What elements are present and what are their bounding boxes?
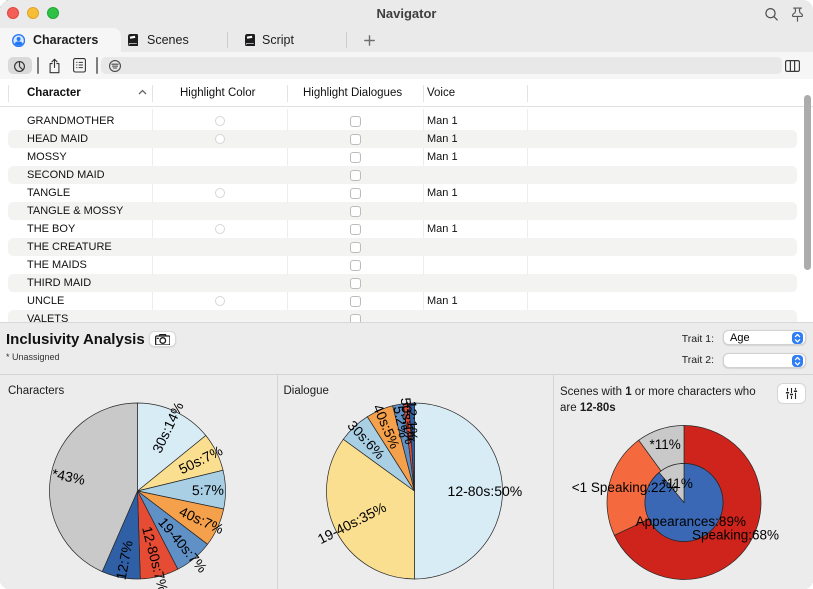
svg-text:12:1%: 12:1%	[404, 401, 421, 441]
svg-text:*11%: *11%	[649, 437, 680, 452]
svg-text:<1 Speaking:22%: <1 Speaking:22%	[572, 480, 678, 495]
svg-text:5:2%: 5:2%	[390, 405, 412, 439]
svg-text:*11%: *11%	[662, 476, 693, 491]
svg-text:*43%: *43%	[51, 465, 87, 488]
svg-text:50s:1%: 50s:1%	[398, 397, 418, 445]
svg-text:5:7%: 5:7%	[192, 482, 224, 498]
svg-text:Speaking:68%: Speaking:68%	[692, 528, 779, 543]
svg-text:Appearances:89%: Appearances:89%	[636, 514, 746, 529]
svg-text:12:7%: 12:7%	[113, 539, 136, 581]
svg-text:12-80s:50%: 12-80s:50%	[448, 483, 523, 499]
